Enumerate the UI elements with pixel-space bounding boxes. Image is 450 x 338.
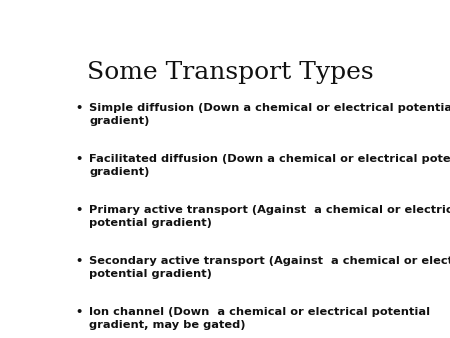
Text: Simple diffusion (Down a chemical or electrical potential
gradient): Simple diffusion (Down a chemical or ele… <box>90 103 450 126</box>
Text: Primary active transport (Against  a chemical or electrical
potential gradient): Primary active transport (Against a chem… <box>90 205 450 228</box>
Text: •: • <box>76 307 83 317</box>
Text: Some Transport Types: Some Transport Types <box>87 62 374 84</box>
Text: •: • <box>76 205 83 215</box>
Text: Secondary active transport (Against  a chemical or electrical
potential gradient: Secondary active transport (Against a ch… <box>90 256 450 279</box>
Text: •: • <box>76 154 83 164</box>
Text: Ion channel (Down  a chemical or electrical potential
gradient, may be gated): Ion channel (Down a chemical or electric… <box>90 307 431 330</box>
Text: Facilitated diffusion (Down a chemical or electrical potential
gradient): Facilitated diffusion (Down a chemical o… <box>90 154 450 177</box>
Text: •: • <box>76 256 83 266</box>
Text: •: • <box>76 103 83 113</box>
